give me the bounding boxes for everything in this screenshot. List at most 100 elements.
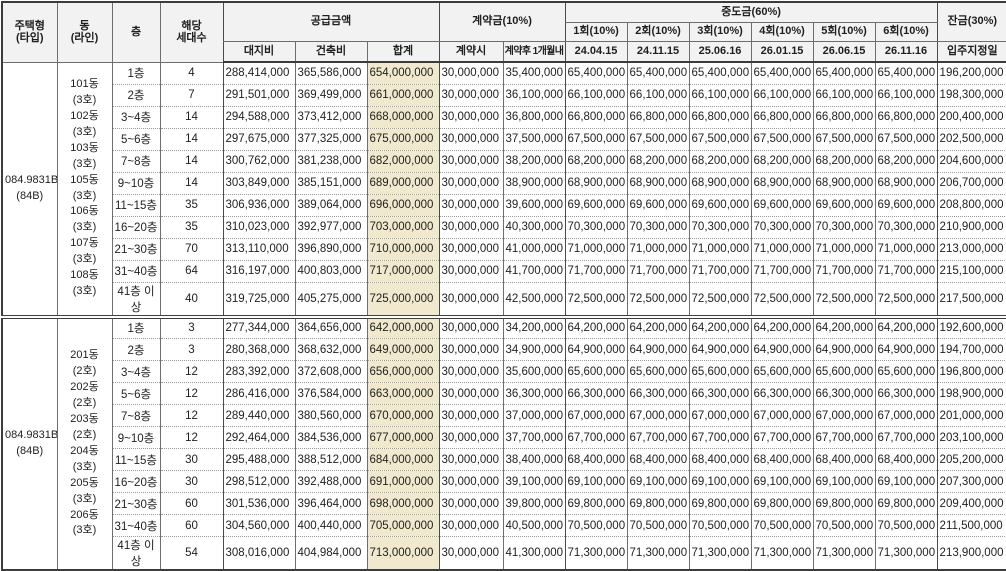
header-down-payment-group: 계약금(10%) — [438, 2, 566, 42]
land-cost-cell: 313,110,000 — [222, 237, 295, 260]
interim-installment-cell: 66,800,000 — [812, 105, 876, 128]
unit-count-cell: 70 — [159, 237, 223, 260]
floor-cell: 41층 이상 — [111, 536, 160, 570]
land-cost-cell: 310,023,000 — [222, 215, 295, 238]
balance-cell: 196,200,000 — [936, 62, 1006, 84]
interim-installment-cell: 67,700,000 — [626, 426, 690, 449]
total-price-cell: 696,000,000 — [366, 193, 440, 216]
construction-cost-cell: 404,984,000 — [294, 536, 367, 570]
floor-cell: 2층 — [111, 338, 160, 361]
balance-cell: 207,300,000 — [936, 470, 1006, 493]
interim-installment-cell: 69,100,000 — [626, 470, 690, 493]
contract-at-signing-cell: 30,000,000 — [438, 237, 504, 260]
table-row: 31~40층 64 316,197,000 400,803,000 717,000,00… — [2, 259, 1006, 282]
interim-installment-cell: 71,300,000 — [626, 536, 690, 570]
construction-cost-cell: 368,632,000 — [294, 338, 367, 361]
floor-cell: 11~15층 — [111, 448, 160, 471]
total-price-cell: 682,000,000 — [366, 149, 440, 172]
header-land-cost: 대지비 — [222, 41, 295, 63]
interim-installment-cell: 69,800,000 — [688, 492, 752, 515]
unit-count-cell: 30 — [159, 448, 223, 471]
interim-installment-cell: 70,300,000 — [564, 215, 628, 238]
contract-at-signing-cell: 30,000,000 — [438, 215, 504, 238]
interim-installment-cell: 69,800,000 — [750, 492, 814, 515]
group-2-body: 084.9831B (84B) 201동 (2호) 202동 (2호) 203동 … — [1, 314, 1006, 570]
construction-cost-cell: 385,151,000 — [294, 171, 367, 194]
contract-within-month-cell: 37,700,000 — [502, 426, 566, 449]
interim-installment-cell: 71,300,000 — [812, 536, 876, 570]
interim-installment-cell: 66,300,000 — [626, 382, 690, 405]
interim-installment-cell: 70,300,000 — [812, 215, 876, 238]
balance-cell: 208,800,000 — [936, 193, 1006, 216]
floor-cell: 7~8층 — [111, 404, 160, 427]
interim-installment-cell: 71,700,000 — [874, 259, 938, 282]
construction-cost-cell: 376,584,000 — [294, 382, 367, 405]
interim-installment-cell: 66,300,000 — [812, 382, 876, 405]
construction-cost-cell: 373,412,000 — [294, 105, 367, 128]
interim-installment-cell: 68,400,000 — [626, 448, 690, 471]
construction-cost-cell: 381,238,000 — [294, 149, 367, 172]
land-cost-cell: 292,464,000 — [222, 426, 295, 449]
interim-installment-cell: 68,900,000 — [874, 171, 938, 194]
housing-type-cell: 084.9831B (84B) — [1, 62, 57, 317]
contract-at-signing-cell: 30,000,000 — [438, 127, 504, 150]
table-row: 31~40층 60 304,560,000 400,440,000 705,000,00… — [2, 514, 1006, 537]
interim-installment-cell: 64,900,000 — [564, 338, 628, 361]
header-unit-count: 해당 세대수 — [159, 2, 223, 63]
table-row: 7~8층 12 289,440,000 380,560,000 670,000,000 3… — [2, 404, 1006, 427]
balance-cell: 204,600,000 — [936, 149, 1006, 172]
unit-count-cell: 60 — [159, 514, 223, 537]
contract-within-month-cell: 38,900,000 — [502, 171, 566, 194]
contract-at-signing-cell: 30,000,000 — [438, 426, 504, 449]
total-price-cell: 661,000,000 — [366, 83, 440, 106]
header-interim-round-4: 4회(10%) — [750, 22, 814, 42]
table-row: 16~20층 35 310,023,000 392,977,000 703,000,00… — [2, 215, 1006, 238]
interim-installment-cell: 72,500,000 — [688, 281, 752, 317]
balance-cell: 198,300,000 — [936, 83, 1006, 106]
table-row: 084.9831B (84B) 201동 (2호) 202동 (2호) 203동 … — [1, 314, 1006, 570]
unit-count-cell: 30 — [159, 470, 223, 493]
header-interim-date-3: 25.06.16 — [688, 41, 752, 63]
unit-count-cell: 12 — [159, 404, 223, 427]
contract-within-month-cell: 42,500,000 — [502, 281, 566, 317]
header-interim-date-1: 24.04.15 — [564, 41, 628, 63]
land-cost-cell: 277,344,000 — [222, 314, 295, 339]
interim-installment-cell: 68,200,000 — [812, 149, 876, 172]
interim-installment-cell: 67,500,000 — [750, 127, 814, 150]
table-row: 21~30층 60 301,536,000 396,464,000 698,000,00… — [2, 492, 1006, 515]
interim-installment-cell: 65,400,000 — [750, 62, 814, 84]
contract-within-month-cell: 41,300,000 — [502, 536, 566, 570]
unit-count-cell: 35 — [159, 215, 223, 238]
interim-installment-cell: 68,200,000 — [626, 149, 690, 172]
interim-installment-cell: 64,200,000 — [750, 314, 814, 339]
total-price-cell: 654,000,000 — [366, 62, 440, 84]
contract-within-month-cell: 37,500,000 — [502, 127, 566, 150]
interim-installment-cell: 67,700,000 — [564, 426, 628, 449]
unit-count-cell: 14 — [159, 127, 223, 150]
interim-installment-cell: 64,900,000 — [812, 338, 876, 361]
contract-within-month-cell: 36,800,000 — [502, 105, 566, 128]
interim-installment-cell: 65,600,000 — [874, 360, 938, 383]
land-cost-cell: 289,440,000 — [222, 404, 295, 427]
total-price-cell: 725,000,000 — [366, 281, 440, 317]
building-line-cell: 101동 (3호) 102동 (3호) 103동 (3호) 105동 (3호) … — [56, 62, 112, 317]
table-row: 16~20층 30 298,512,000 392,488,000 691,000,00… — [2, 470, 1006, 493]
contract-within-month-cell: 41,000,000 — [502, 237, 566, 260]
interim-installment-cell: 67,500,000 — [812, 127, 876, 150]
floor-cell: 5~6층 — [111, 382, 160, 405]
contract-within-month-cell: 38,400,000 — [502, 448, 566, 471]
unit-count-cell: 12 — [159, 382, 223, 405]
interim-installment-cell: 68,200,000 — [874, 149, 938, 172]
total-price-cell: 656,000,000 — [366, 360, 440, 383]
construction-cost-cell: 369,499,000 — [294, 83, 367, 106]
interim-installment-cell: 66,300,000 — [874, 382, 938, 405]
interim-installment-cell: 69,600,000 — [812, 193, 876, 216]
interim-installment-cell: 70,500,000 — [874, 514, 938, 537]
construction-cost-cell: 372,608,000 — [294, 360, 367, 383]
unit-count-cell: 64 — [159, 259, 223, 282]
contract-within-month-cell: 39,600,000 — [502, 193, 566, 216]
table-row: 9~10층 12 292,464,000 384,536,000 677,000,000… — [2, 426, 1006, 449]
contract-within-month-cell: 41,700,000 — [502, 259, 566, 282]
interim-installment-cell: 71,000,000 — [812, 237, 876, 260]
interim-installment-cell: 72,500,000 — [874, 281, 938, 317]
